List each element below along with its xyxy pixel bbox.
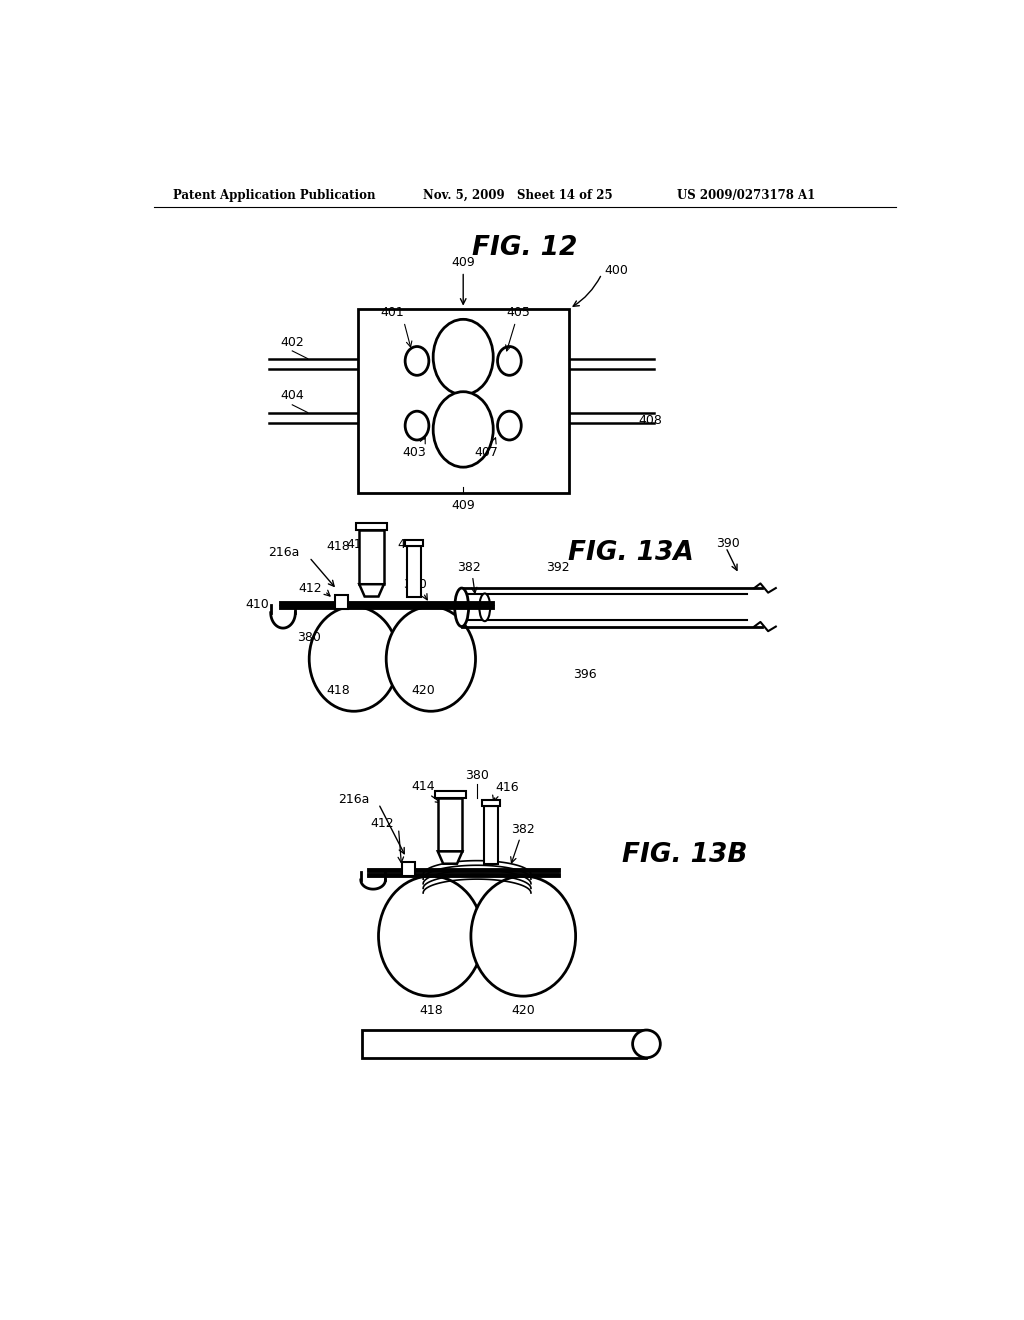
Text: Nov. 5, 2009   Sheet 14 of 25: Nov. 5, 2009 Sheet 14 of 25	[423, 189, 612, 202]
Text: 407: 407	[474, 446, 499, 458]
Ellipse shape	[433, 319, 494, 395]
Text: 414: 414	[347, 539, 371, 552]
Bar	[484, 807, 498, 863]
Text: 420: 420	[511, 1003, 536, 1016]
Ellipse shape	[379, 876, 483, 997]
Text: 403: 403	[402, 446, 427, 458]
Ellipse shape	[479, 594, 490, 622]
Text: 404: 404	[281, 389, 304, 403]
Bar	[357, 309, 569, 494]
Bar	[407, 546, 421, 597]
Text: 416: 416	[496, 780, 519, 793]
Text: 414: 414	[412, 780, 435, 793]
Ellipse shape	[498, 412, 521, 440]
Ellipse shape	[498, 347, 521, 375]
Text: FIG. 13A: FIG. 13A	[568, 540, 694, 565]
Text: US 2009/0273178 A1: US 2009/0273178 A1	[677, 189, 815, 202]
Text: 401: 401	[381, 305, 404, 318]
Text: 405: 405	[507, 305, 530, 318]
Text: 382: 382	[511, 822, 536, 836]
Ellipse shape	[406, 412, 429, 440]
Bar	[335, 595, 348, 609]
Ellipse shape	[433, 392, 494, 467]
Text: 410: 410	[246, 598, 269, 611]
Bar	[401, 862, 416, 876]
Bar	[404, 540, 423, 546]
Ellipse shape	[406, 347, 429, 375]
Bar	[438, 797, 463, 851]
Ellipse shape	[633, 1030, 660, 1057]
Bar	[361, 1030, 646, 1057]
Text: 412: 412	[298, 582, 322, 594]
Text: 396: 396	[573, 668, 597, 681]
Ellipse shape	[471, 876, 575, 997]
Text: 409: 409	[452, 256, 475, 268]
Text: 418: 418	[327, 540, 350, 553]
Text: FIG. 13B: FIG. 13B	[623, 842, 748, 869]
Text: 370: 370	[403, 578, 427, 591]
Text: Patent Application Publication: Patent Application Publication	[173, 189, 376, 202]
Bar	[359, 531, 384, 585]
Text: 380: 380	[465, 770, 489, 781]
Polygon shape	[438, 851, 463, 863]
Text: FIG. 12: FIG. 12	[472, 235, 578, 261]
Text: 400: 400	[604, 264, 628, 277]
Text: 418: 418	[327, 684, 350, 697]
Text: 409: 409	[452, 499, 475, 512]
Bar	[356, 524, 387, 531]
Text: 216a: 216a	[338, 792, 370, 805]
Bar	[481, 800, 500, 807]
Text: 416: 416	[397, 539, 421, 552]
Text: 402: 402	[281, 335, 304, 348]
Text: 216a: 216a	[268, 546, 300, 560]
Text: 408: 408	[639, 413, 663, 426]
Text: 418: 418	[419, 1003, 442, 1016]
Bar	[435, 791, 466, 797]
Text: 390: 390	[716, 537, 739, 550]
Text: 380: 380	[297, 631, 321, 644]
Ellipse shape	[309, 607, 398, 711]
Ellipse shape	[455, 589, 469, 627]
Polygon shape	[359, 585, 384, 597]
Text: 412: 412	[371, 817, 394, 830]
Text: 420: 420	[412, 684, 435, 697]
Text: 392: 392	[546, 561, 569, 574]
Ellipse shape	[386, 607, 475, 711]
Text: 382: 382	[458, 561, 481, 574]
